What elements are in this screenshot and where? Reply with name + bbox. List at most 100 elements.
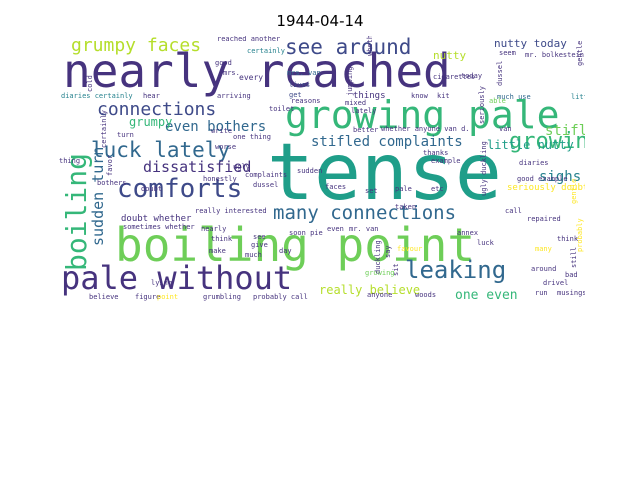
cloud-word: mr. bolkestein bbox=[525, 51, 585, 59]
cloud-word: pale without bbox=[61, 259, 293, 297]
cloud-word: little nutty bbox=[487, 138, 574, 152]
cloud-word: sit bbox=[392, 263, 400, 276]
cloud-word: dussel bbox=[253, 181, 279, 189]
cloud-word: lives bbox=[289, 81, 311, 89]
cloud-word: growing bbox=[365, 269, 395, 277]
cloud-word: give bbox=[251, 241, 268, 249]
cloud-word: thanks bbox=[423, 149, 449, 157]
cloud-word: diaries bbox=[519, 159, 549, 167]
cloud-word: arriving bbox=[217, 92, 251, 100]
cloud-word: sometimes whether bbox=[123, 223, 195, 231]
cloud-word: lying bbox=[151, 279, 173, 287]
cloud-word: thing bbox=[59, 157, 81, 165]
cloud-word: make bbox=[209, 247, 226, 255]
cloud-word: comforts bbox=[117, 174, 243, 204]
cloud-word: mrs. van bbox=[287, 69, 321, 77]
cloud-word: mrs. bbox=[223, 69, 240, 77]
cloud-word: things bbox=[353, 91, 386, 101]
cloud-word: boiling bbox=[60, 152, 93, 271]
cloud-word: stifled bbox=[545, 123, 585, 139]
cloud-word: favor bbox=[106, 154, 114, 176]
cloud-word: one thing bbox=[233, 133, 271, 141]
cloud-word: certainly bbox=[100, 110, 108, 148]
cloud-word: cigarettes bbox=[433, 73, 476, 81]
cloud-word: diaries certainly bbox=[61, 92, 133, 100]
cloud-word: good example bbox=[517, 175, 568, 183]
cloud-word: certainly bbox=[247, 47, 285, 55]
cloud-word: favour bbox=[397, 245, 423, 253]
cloud-word: faces bbox=[325, 183, 347, 191]
cloud-word: woods bbox=[415, 291, 437, 299]
cloud-word: toilet bbox=[269, 105, 295, 113]
cloud-word: drivel bbox=[543, 279, 569, 287]
cloud-word: jumping bbox=[346, 66, 354, 96]
cloud-word: duckling bbox=[374, 240, 382, 274]
cloud-word: nearly reached bbox=[63, 44, 451, 98]
cloud-word: say bbox=[384, 245, 392, 258]
cloud-word: growing pale bbox=[509, 129, 585, 154]
cloud-word: better bbox=[353, 126, 379, 134]
cloud-word: boiling point bbox=[115, 218, 476, 272]
cloud-word: musings bbox=[557, 289, 585, 297]
cloud-word: dissatisfied bbox=[143, 158, 252, 176]
cloud-word: call bbox=[505, 207, 522, 215]
cloud-word: kit bbox=[437, 92, 450, 100]
cloud-word: grumpy bbox=[129, 115, 173, 129]
cloud-word: reached another bbox=[217, 36, 281, 43]
cloud-word: probably call bbox=[253, 293, 308, 301]
cloud-word: write bbox=[211, 127, 233, 135]
cloud-word: believe bbox=[89, 293, 119, 301]
cloud-word: leaking bbox=[405, 256, 507, 284]
cloud-word: sudden turn bbox=[89, 146, 107, 246]
chart-title: 1944-04-14 bbox=[276, 12, 364, 30]
cloud-word: van bbox=[499, 125, 512, 133]
cloud-word: seriously doubt bbox=[507, 183, 585, 193]
cloud-word: sighs bbox=[539, 169, 582, 185]
cloud-word: figure bbox=[135, 293, 161, 301]
cloud-word: many connections bbox=[273, 202, 457, 224]
cloud-word: stifled complaints bbox=[311, 134, 463, 150]
cloud-word: every bbox=[239, 73, 264, 82]
cloud-word: today bbox=[461, 72, 483, 80]
cloud-word: run bbox=[535, 289, 548, 297]
cloud-word: ugly bbox=[233, 163, 250, 171]
cloud-word: repaired bbox=[527, 215, 561, 223]
cloud-word: soon pie bbox=[289, 229, 323, 237]
cloud-word: whether bbox=[366, 36, 374, 56]
cloud-word: doubt whether bbox=[121, 214, 192, 224]
cloud-word: gentle bbox=[576, 40, 584, 66]
cloud-word: honestly bbox=[203, 175, 237, 183]
cloud-word: day bbox=[279, 247, 292, 255]
cloud-word: one even bbox=[455, 288, 518, 303]
cloud-word: mixed bbox=[345, 99, 367, 107]
cloud-word: even bothers bbox=[165, 119, 267, 135]
cloud-word: luck bbox=[477, 239, 494, 247]
cloud-word: anyone bbox=[367, 291, 393, 299]
cloud-word: bad bbox=[565, 271, 578, 279]
cloud-word: much use bbox=[497, 93, 531, 101]
word-cloud: nearly reached tense boiling point growing … bbox=[57, 36, 585, 304]
cloud-word: annex bbox=[457, 229, 479, 237]
cloud-word: whether anyone van d. bbox=[381, 125, 470, 133]
cloud-word: seem bbox=[499, 49, 516, 57]
cloud-word: see around bbox=[285, 36, 412, 59]
cloud-word: nearly bbox=[201, 225, 227, 233]
cloud-word: seriously bbox=[478, 86, 486, 124]
cloud-word: nutty bbox=[433, 49, 467, 62]
cloud-word: much bbox=[245, 251, 262, 259]
cloud-word: think bbox=[211, 235, 233, 243]
cloud-word: still bbox=[570, 246, 578, 268]
cloud-word: little bbox=[571, 93, 585, 101]
cloud-word: good bbox=[215, 59, 232, 67]
cloud-word: dussel bbox=[496, 60, 504, 86]
cloud-word: etc bbox=[431, 185, 444, 193]
cloud-word: set bbox=[365, 187, 378, 195]
cloud-word: lately bbox=[351, 107, 377, 115]
cloud-word: point bbox=[157, 293, 179, 301]
cloud-word: know bbox=[411, 92, 428, 100]
cloud-word: reasons bbox=[291, 97, 321, 105]
cloud-word: tense bbox=[267, 128, 502, 218]
cloud-word: luck lately bbox=[91, 138, 231, 162]
cloud-word: really believe bbox=[319, 283, 421, 297]
cloud-word: get bbox=[289, 91, 302, 99]
